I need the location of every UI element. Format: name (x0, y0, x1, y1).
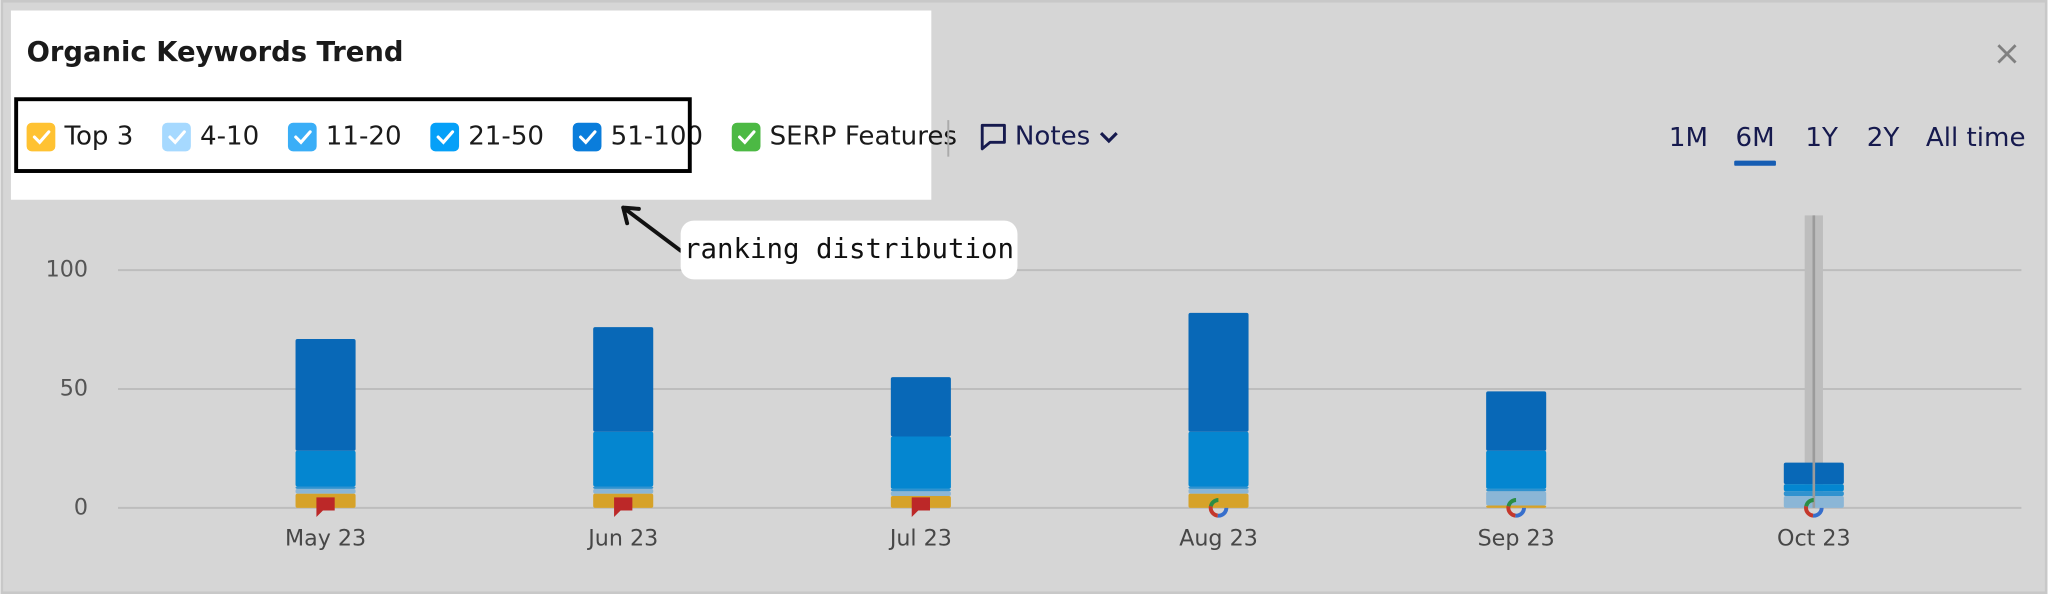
annotation-bubble (680, 220, 1018, 280)
checkmark (168, 130, 186, 145)
legend-checkbox[interactable] (572, 122, 602, 152)
bar-segment (890, 491, 951, 496)
bar-segment (890, 377, 951, 437)
bar-segment (295, 486, 356, 489)
x-tick-label: Aug 23 (1179, 526, 1258, 552)
checkmark (738, 130, 756, 145)
legend-checkbox[interactable] (287, 122, 317, 152)
x-tick-label: Jul 23 (888, 526, 952, 552)
x-tick-label: May 23 (285, 526, 366, 552)
legend: Top 3 4-10 11-20 21-50 51-100 SERP Features (26, 122, 957, 152)
annotation-arrow (621, 205, 683, 253)
bar-segment (890, 488, 951, 492)
legend-checkbox[interactable] (162, 122, 191, 152)
y-tick-label: 50 (60, 375, 88, 401)
selected-underline (1734, 160, 1776, 166)
close-button[interactable]: × (1993, 33, 2021, 73)
period-selector: 1M 6M 1Y 2Y All time (1669, 123, 2026, 166)
legend-checkbox[interactable] (430, 122, 460, 152)
notes-button[interactable]: Notes (1015, 122, 1090, 152)
note-flag (316, 497, 335, 517)
bar-segment (593, 486, 654, 489)
bar-segment (1188, 431, 1249, 487)
legend-label[interactable]: 4-10 (200, 122, 259, 152)
bar-segment (295, 450, 356, 487)
period-tab[interactable]: All time (1926, 123, 2026, 153)
bar-segment (295, 488, 356, 494)
y-tick-label: 0 (74, 494, 88, 520)
chart: 0 50 100 May 23 Jun 23 Jul 23 Aug 23 Sep 23 Oct … (46, 257, 2022, 552)
x-tick-label: Sep 23 (1478, 526, 1555, 552)
period-tab[interactable]: 1M (1669, 123, 1708, 153)
x-tick-label: Oct 23 (1777, 526, 1851, 552)
x-tick-label: Jun 23 (586, 526, 658, 552)
legend-label[interactable]: 11-20 (326, 122, 402, 152)
highlight-frame (14, 97, 692, 173)
bar-segment (1486, 505, 1547, 508)
y-tick-label: 100 (46, 257, 88, 283)
legend-label[interactable]: 21-50 (468, 122, 544, 152)
google-update (1804, 498, 1824, 518)
bar-segment (1188, 312, 1249, 432)
note-flag (614, 497, 633, 517)
google-update (1208, 498, 1229, 518)
bar-segment (1486, 488, 1547, 492)
bar-segment (295, 339, 356, 451)
bar-segment (593, 327, 654, 432)
checkmark (294, 130, 312, 145)
legend-label[interactable]: SERP Features (770, 122, 957, 152)
bar-segment (593, 488, 654, 494)
bar-segment (1486, 450, 1547, 489)
legend-label[interactable]: Top 3 (63, 122, 133, 152)
bar-segment (1486, 491, 1547, 506)
bar-segment (1188, 493, 1249, 508)
checkmark (579, 130, 597, 145)
bar-segment (593, 431, 654, 487)
period-tab[interactable]: 1Y (1805, 123, 1838, 153)
annotation-text: ranking distribution (684, 234, 1014, 265)
bar-segment (1188, 486, 1249, 489)
period-tab[interactable]: 6M (1736, 123, 1775, 153)
title: Organic Keywords Trend (27, 37, 404, 68)
event-markers (316, 497, 1824, 518)
chevron (1099, 132, 1118, 144)
bar-segment (890, 436, 951, 489)
checkmark (32, 130, 51, 145)
legend-checkbox[interactable] (731, 122, 761, 152)
note-flag (911, 497, 931, 517)
bar-segment (1486, 391, 1547, 451)
bar-segment (1188, 488, 1249, 494)
checkmark (436, 130, 455, 145)
legend-checkbox[interactable] (26, 122, 56, 152)
period-tab[interactable]: 2Y (1867, 123, 1900, 153)
notes-icon (980, 123, 1006, 151)
legend-label[interactable]: 51-100 (611, 122, 703, 152)
google-update (1506, 498, 1526, 518)
